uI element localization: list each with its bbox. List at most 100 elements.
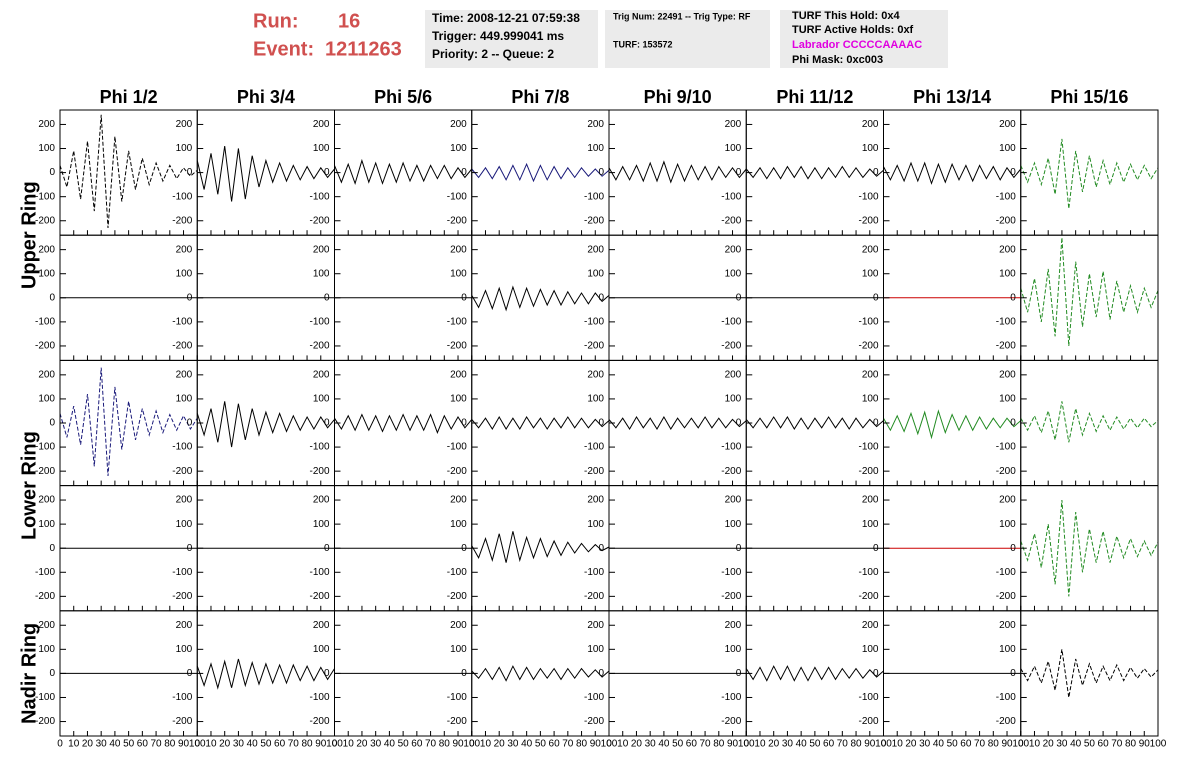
x-tick-label: 10 xyxy=(754,739,766,750)
x-tick-label: 80 xyxy=(850,739,862,750)
y-tick-label: -100 xyxy=(35,191,55,202)
y-tick-label: 200 xyxy=(725,369,742,380)
y-tick-label: -200 xyxy=(996,591,1016,602)
column-title: Phi 13/14 xyxy=(913,87,991,107)
x-tick-label: 20 xyxy=(82,739,94,750)
y-tick-label: 0 xyxy=(461,543,467,554)
y-tick-label: 100 xyxy=(862,143,879,154)
y-tick-label: 0 xyxy=(736,543,742,554)
y-tick-label: 200 xyxy=(725,495,742,506)
y-tick-label: -200 xyxy=(721,716,741,727)
x-tick-label: 70 xyxy=(425,739,437,750)
x-tick-label: 40 xyxy=(109,739,121,750)
panel-frame xyxy=(1020,610,1159,737)
y-tick-label: 0 xyxy=(49,668,55,679)
waveform xyxy=(1020,401,1159,443)
x-tick-label: 30 xyxy=(96,739,108,750)
y-tick-label: -200 xyxy=(172,591,192,602)
x-tick-label: 80 xyxy=(576,739,588,750)
y-tick-label: 0 xyxy=(324,418,330,429)
waveform xyxy=(1020,138,1159,209)
y-tick-label: 100 xyxy=(862,394,879,405)
y-tick-label: 100 xyxy=(587,143,604,154)
y-tick-label: 100 xyxy=(450,268,467,279)
waveform xyxy=(334,413,473,434)
y-tick-label: 0 xyxy=(598,167,604,178)
x-tick-label: 80 xyxy=(988,739,1000,750)
event-label: Event: xyxy=(253,38,314,60)
x-tick-label: 20 xyxy=(1043,739,1055,750)
y-tick-label: -200 xyxy=(35,341,55,352)
panel-frame xyxy=(1020,234,1159,361)
y-tick-label: 0 xyxy=(49,167,55,178)
column-title: Phi 7/8 xyxy=(511,87,569,107)
x-tick-label: 40 xyxy=(796,739,808,750)
x-tick-label: 100 xyxy=(875,739,892,750)
y-tick-label: 100 xyxy=(862,644,879,655)
y-tick-label: 100 xyxy=(313,519,330,530)
waveform xyxy=(883,161,1022,185)
y-tick-label: 100 xyxy=(38,519,55,530)
y-tick-label: -200 xyxy=(584,716,604,727)
x-tick-label: 60 xyxy=(960,739,972,750)
y-tick-label: 0 xyxy=(873,292,879,303)
y-tick-label: 200 xyxy=(862,119,879,130)
y-tick-label: -100 xyxy=(584,191,604,202)
y-tick-label: 100 xyxy=(999,143,1016,154)
y-tick-label: -100 xyxy=(309,567,329,578)
x-tick-label: 70 xyxy=(151,739,163,750)
y-tick-label: -100 xyxy=(996,191,1016,202)
y-tick-label: 100 xyxy=(313,394,330,405)
x-tick-label: 10 xyxy=(343,739,355,750)
row-title: Lower Ring xyxy=(18,431,40,540)
x-tick-label: 20 xyxy=(356,739,368,750)
y-tick-label: 100 xyxy=(176,268,193,279)
x-tick-label: 70 xyxy=(1111,739,1123,750)
info-line: Priority: 2 -- Queue: 2 xyxy=(432,47,554,61)
row-title: Nadir Ring xyxy=(18,623,40,724)
y-tick-label: -200 xyxy=(721,591,741,602)
panel-frame xyxy=(1020,485,1159,612)
y-tick-label: 100 xyxy=(587,394,604,405)
info-line: Trig Num: 22491 -- Trig Type: RF xyxy=(613,11,751,21)
y-tick-label: -100 xyxy=(172,442,192,453)
x-tick-label: 0 xyxy=(194,739,200,750)
waveform xyxy=(334,158,473,186)
y-tick-label: 200 xyxy=(176,620,193,631)
y-tick-label: 0 xyxy=(736,668,742,679)
x-tick-label: 70 xyxy=(837,739,849,750)
y-tick-label: 100 xyxy=(725,519,742,530)
x-tick-label: 0 xyxy=(743,739,749,750)
y-tick-label: 200 xyxy=(176,244,193,255)
x-tick-label: 40 xyxy=(384,739,396,750)
y-tick-label: 100 xyxy=(313,268,330,279)
y-tick-label: -200 xyxy=(858,716,878,727)
info-line: TURF: 153572 xyxy=(613,39,673,49)
info-box xyxy=(605,10,770,68)
y-tick-label: 0 xyxy=(598,292,604,303)
y-tick-label: -200 xyxy=(309,716,329,727)
waveform xyxy=(59,114,198,229)
y-tick-label: -200 xyxy=(721,215,741,226)
y-tick-label: -100 xyxy=(447,567,467,578)
y-tick-label: -200 xyxy=(172,716,192,727)
x-tick-label: 30 xyxy=(370,739,382,750)
y-tick-label: 100 xyxy=(999,519,1016,530)
x-tick-label: 50 xyxy=(123,739,135,750)
x-tick-label: 70 xyxy=(974,739,986,750)
x-tick-label: 30 xyxy=(645,739,657,750)
y-tick-label: 100 xyxy=(725,644,742,655)
y-tick-label: 200 xyxy=(725,119,742,130)
x-tick-label: 60 xyxy=(823,739,835,750)
x-tick-label: 80 xyxy=(439,739,451,750)
x-tick-label: 60 xyxy=(411,739,423,750)
info-box xyxy=(780,10,948,68)
y-tick-label: 200 xyxy=(176,369,193,380)
x-tick-label: 40 xyxy=(933,739,945,750)
y-tick-label: 100 xyxy=(38,644,55,655)
x-tick-label: 30 xyxy=(782,739,794,750)
x-tick-label: 0 xyxy=(1018,739,1024,750)
waveform xyxy=(59,367,198,477)
column-title: Phi 1/2 xyxy=(100,87,158,107)
y-tick-label: -100 xyxy=(996,317,1016,328)
